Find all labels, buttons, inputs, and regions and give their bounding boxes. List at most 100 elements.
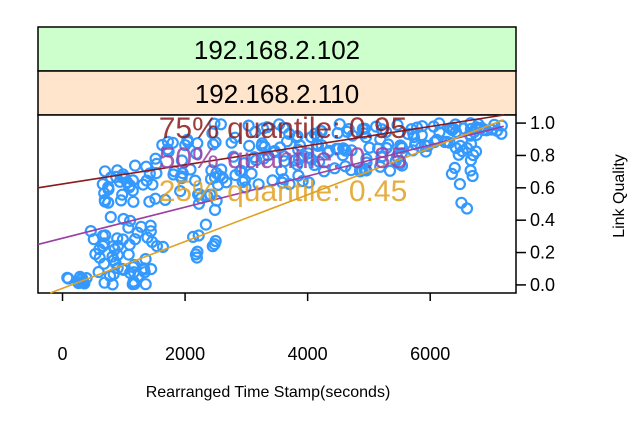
data-point [236, 175, 249, 188]
quantile-label: 50% quantile: 0.85 [159, 142, 408, 175]
data-point [137, 263, 151, 276]
data-point [104, 210, 117, 224]
data-point [323, 144, 336, 157]
data-point [181, 135, 195, 149]
data-point [358, 122, 371, 135]
data-point [469, 145, 483, 158]
data-point [143, 167, 156, 180]
data-point [466, 169, 479, 183]
data-point [315, 139, 328, 152]
data-point [345, 144, 358, 157]
y-tick-label: 0.4 [530, 210, 555, 230]
data-point [127, 195, 140, 208]
data-point [374, 160, 387, 173]
data-point [220, 176, 233, 189]
data-point [209, 136, 222, 149]
data-point [302, 176, 315, 189]
data-point [129, 159, 142, 172]
x-tick-label: 2000 [165, 344, 205, 364]
y-tick-label: 0.6 [530, 178, 555, 198]
y-tick-label: 0.2 [530, 243, 555, 263]
data-point [415, 129, 428, 142]
data-point [278, 155, 291, 168]
data-point [189, 174, 202, 187]
quantile-line [37, 125, 504, 246]
data-point [106, 278, 119, 291]
data-point [179, 139, 192, 152]
data-point [124, 214, 137, 227]
data-point [192, 197, 205, 210]
data-point [401, 127, 414, 140]
data-point [214, 118, 227, 131]
data-point [84, 225, 97, 238]
data-point [245, 167, 258, 180]
quantile-label: 75% quantile: 0.95 [159, 112, 408, 145]
data-point [116, 188, 129, 201]
strip-2-label: 192.168.2.110 [195, 79, 359, 109]
data-point [208, 238, 221, 251]
data-point [106, 250, 119, 263]
strip-1-label: 192.168.2.102 [194, 35, 360, 65]
data-point [111, 232, 124, 245]
x-tick-label: 0 [58, 344, 68, 364]
data-point [250, 154, 263, 167]
y-tick-label: 1.0 [530, 113, 555, 133]
data-point [470, 121, 483, 134]
data-point [212, 178, 225, 191]
data-point [161, 143, 174, 156]
strip-1-bg [37, 26, 517, 72]
x-tick-label: 4000 [288, 344, 328, 364]
quantile-label: 25% quantile: 0.45 [159, 175, 408, 208]
data-point [391, 118, 404, 132]
data-point [190, 147, 203, 160]
data-point [449, 118, 462, 131]
data-point [363, 141, 376, 154]
data-point [339, 160, 352, 173]
data-point [394, 139, 407, 152]
data-point [331, 127, 344, 140]
data-point [337, 142, 351, 155]
data-point [292, 169, 305, 182]
data-point [255, 139, 268, 152]
data-point [135, 220, 148, 233]
data-point [145, 263, 158, 276]
data-point [421, 139, 434, 153]
data-point [143, 195, 156, 208]
data-point [302, 147, 315, 160]
data-point [453, 178, 466, 191]
data-point [149, 152, 162, 165]
data-point [117, 212, 130, 226]
axes: 0 2000 4000 6000 0.0 0.2 0.4 0.6 0.8 1.0 [58, 113, 556, 364]
data-point [123, 181, 136, 194]
data-point [336, 149, 349, 162]
data-point [199, 218, 212, 231]
data-point [62, 272, 75, 285]
data-point [490, 124, 504, 137]
data-point [445, 167, 458, 180]
data-point [238, 157, 251, 170]
data-point [342, 123, 355, 136]
data-point [174, 185, 187, 198]
data-point [102, 181, 115, 194]
data-point [146, 235, 159, 248]
data-point [98, 195, 112, 208]
strip-2-bg [37, 70, 517, 116]
data-point [190, 251, 203, 264]
x-axis-title: Rearranged Time Stamp(seconds) [146, 384, 391, 401]
data-point [228, 131, 242, 144]
data-point [283, 178, 296, 191]
y-tick-label: 0.0 [530, 275, 555, 295]
quantile-line [37, 114, 504, 189]
data-point [116, 171, 129, 184]
data-point [449, 125, 462, 139]
data-point [321, 146, 334, 159]
data-point [464, 154, 477, 167]
data-point [276, 176, 289, 189]
data-point [137, 178, 150, 191]
data-point [111, 239, 125, 252]
data-point [96, 239, 110, 253]
quantile-lines [37, 114, 505, 294]
data-point [139, 278, 152, 291]
data-point [131, 226, 144, 239]
